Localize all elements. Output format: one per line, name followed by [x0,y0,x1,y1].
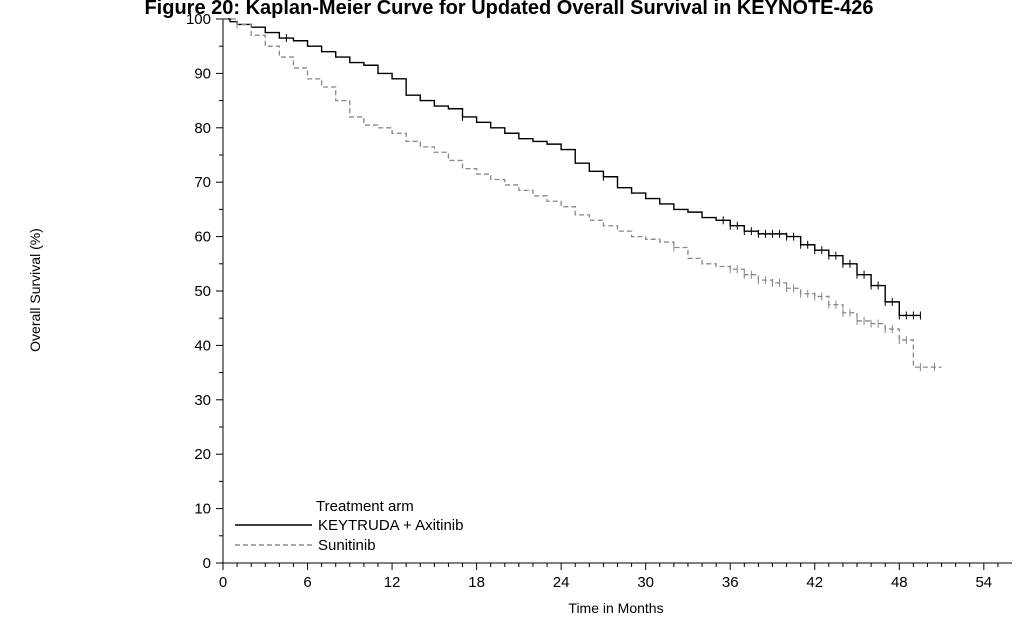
y-tick-label: 80 [194,120,211,137]
y-tick-label: 70 [194,174,211,191]
x-tick-label: 0 [219,574,227,591]
y-tick-label: 0 [203,555,211,572]
y-tick-label: 100 [186,11,211,28]
y-tick-label: 10 [194,501,211,518]
y-tick-label: 30 [194,392,211,409]
x-axis-label: Time in Months [568,600,663,616]
legend-title: Treatment arm [316,498,414,515]
x-tick-label: 6 [303,574,311,591]
x-tick-label: 48 [891,574,908,591]
axes: 0 10 20 30 40 50 60 70 80 90 100 0 6 12 18 24 30 36 42 48 54 [186,11,1012,591]
chart-title: Figure 20: Kaplan-Meier Curve for Update… [144,0,873,19]
x-tick-label: 54 [975,574,992,591]
y-tick-label: 20 [194,446,211,463]
x-tick-label: 36 [722,574,739,591]
series-layer [223,18,942,372]
x-tick-label: 18 [468,574,485,591]
y-tick-label: 60 [194,229,211,246]
legend-label-sunitinib: Sunitinib [318,537,376,554]
legend-label-keytruda: KEYTRUDA + Axitinib [318,517,463,534]
y-tick-label: 40 [194,337,211,354]
legend: Treatment arm KEYTRUDA + Axitinib Suniti… [235,498,463,554]
y-tick-label: 50 [194,283,211,300]
y-axis-label: Overall Survival (%) [27,228,43,352]
series-line-0 [223,18,921,317]
x-tick-label: 24 [553,574,570,591]
series-line-1 [223,18,942,368]
x-tick-label: 12 [384,574,401,591]
x-tick-label: 42 [806,574,823,591]
x-tick-label: 30 [637,574,654,591]
y-tick-label: 90 [194,65,211,82]
